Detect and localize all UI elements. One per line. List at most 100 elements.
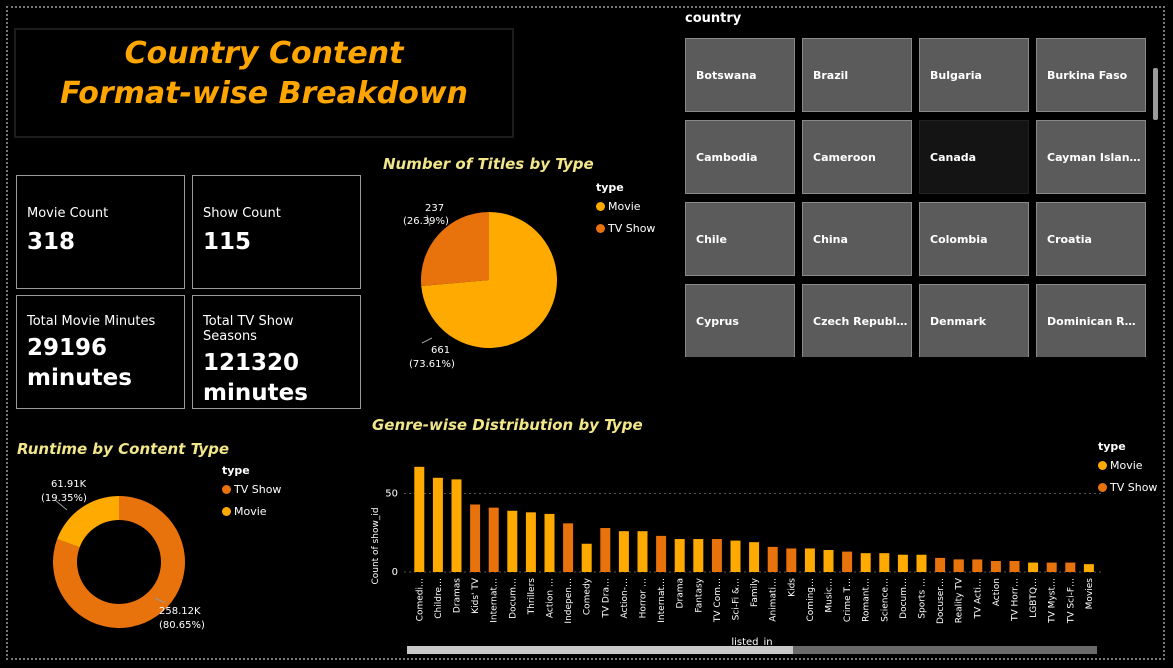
pie-slice-tv-show[interactable] xyxy=(421,212,489,286)
donut-slice-tv-show[interactable] xyxy=(52,496,185,628)
country-tile[interactable]: Cayman Islan… xyxy=(1036,120,1146,194)
movie-count-card[interactable]: Movie Count 318 xyxy=(16,175,185,289)
genre-x-tick: TV Dra… xyxy=(601,578,611,619)
genre-legend-movie-label: Movie xyxy=(1110,459,1143,472)
genre-bar-movie[interactable] xyxy=(432,477,443,572)
genre-bar-movie[interactable] xyxy=(1028,562,1039,572)
country-tile[interactable]: Botswana xyxy=(685,38,795,112)
genre-x-tick: Comedi… xyxy=(415,578,425,621)
genre-scrollbar-thumb[interactable] xyxy=(407,646,793,654)
genre-legend-movie[interactable]: Movie xyxy=(1098,459,1157,472)
movie-minutes-number: 29196 xyxy=(27,335,108,361)
genre-x-axis-label: listed_in xyxy=(731,637,772,648)
genre-bar-tv-show[interactable] xyxy=(767,546,778,572)
pie-legend-tv-show[interactable]: TV Show xyxy=(596,222,655,235)
genre-bar-movie[interactable] xyxy=(544,513,555,572)
country-tile[interactable]: Burkina Faso xyxy=(1036,38,1146,112)
genre-bar-tv-show[interactable] xyxy=(711,539,722,572)
genre-bar-movie[interactable] xyxy=(730,540,741,572)
genre-bar-movie[interactable] xyxy=(581,543,592,572)
genre-bar-movie[interactable] xyxy=(674,539,685,572)
genre-y-tick: 0 xyxy=(392,567,398,578)
country-tile[interactable]: Dominican R… xyxy=(1036,284,1146,357)
genre-bar-tv-show[interactable] xyxy=(1065,562,1076,572)
legend-dot-movie xyxy=(1098,461,1107,470)
country-tile[interactable]: Brazil xyxy=(802,38,912,112)
country-tile[interactable]: Cameroon xyxy=(802,120,912,194)
genre-x-tick: TV Acti… xyxy=(973,578,983,620)
genre-bar-movie[interactable] xyxy=(749,542,760,572)
genre-bar-tv-show[interactable] xyxy=(990,561,1001,572)
country-tile[interactable]: Czech Republ… xyxy=(802,284,912,357)
genre-bar-tv-show[interactable] xyxy=(842,551,853,572)
genre-bar-movie[interactable] xyxy=(879,553,890,572)
genre-x-tick: Crime T… xyxy=(843,578,853,622)
country-tile[interactable]: Bulgaria xyxy=(919,38,1029,112)
genre-bar-movie[interactable] xyxy=(525,512,536,572)
genre-bar-movie[interactable] xyxy=(693,539,704,572)
show-seasons-card[interactable]: Total TV Show Seasons 121320 minutes xyxy=(192,295,361,409)
genre-bar-tv-show[interactable] xyxy=(488,507,499,572)
genre-x-tick: Drama xyxy=(676,578,686,608)
genre-bar-tv-show[interactable] xyxy=(1009,561,1020,572)
pie-legend-movie[interactable]: Movie xyxy=(596,200,655,213)
country-tile[interactable]: Croatia xyxy=(1036,202,1146,276)
genre-bar-movie[interactable] xyxy=(823,550,834,572)
donut-legend-tv-show[interactable]: TV Show xyxy=(222,483,281,496)
country-tile[interactable]: China xyxy=(802,202,912,276)
genre-bar-tv-show[interactable] xyxy=(935,557,946,572)
country-tile[interactable]: Colombia xyxy=(919,202,1029,276)
genre-bar-movie[interactable] xyxy=(507,510,518,572)
genre-bar-movie[interactable] xyxy=(916,554,927,572)
genre-distribution-chart[interactable]: Count of show_id listed_in 0 50 Comedi… Ch… xyxy=(366,440,1106,650)
genre-x-tick: Music… xyxy=(825,578,835,613)
genre-bar-tv-show[interactable] xyxy=(470,504,481,572)
country-tile[interactable]: Chile xyxy=(685,202,795,276)
legend-dot-tv-show xyxy=(596,224,605,233)
titles-pie-chart[interactable]: 237 (26.39%) 661 (73.61%) xyxy=(380,178,580,378)
country-tile[interactable]: Cyprus xyxy=(685,284,795,357)
genre-bar-tv-show[interactable] xyxy=(786,548,797,572)
genre-bar-tv-show[interactable] xyxy=(953,559,964,572)
country-slicer[interactable]: Botswana Brazil Bulgaria Burkina Faso Cambod… xyxy=(684,37,1148,357)
genre-bar-tv-show[interactable] xyxy=(1046,562,1057,572)
slicer-scrollbar[interactable] xyxy=(1153,68,1158,120)
genre-x-tick: Dramas xyxy=(453,578,463,613)
genre-bar-tv-show[interactable] xyxy=(656,535,667,572)
genre-bar-movie[interactable] xyxy=(414,466,425,572)
genre-chart-scrollbar[interactable] xyxy=(407,646,1097,654)
genre-bar-tv-show[interactable] xyxy=(563,523,574,572)
donut-slice-movie[interactable] xyxy=(57,496,119,548)
genre-bar-movie[interactable] xyxy=(860,553,871,572)
genre-bar-tv-show[interactable] xyxy=(972,559,983,572)
genre-x-tick: Comedy xyxy=(583,577,593,615)
genre-bar-movie[interactable] xyxy=(451,479,462,572)
dashboard-frame xyxy=(6,6,1165,660)
pie-slice-movie[interactable] xyxy=(421,212,557,348)
show-count-card[interactable]: Show Count 115 xyxy=(192,175,361,289)
movie-minutes-card[interactable]: Total Movie Minutes 29196 minutes xyxy=(16,295,185,409)
genre-bar-movie[interactable] xyxy=(1083,564,1094,572)
genre-bar-movie[interactable] xyxy=(804,548,815,572)
genre-bar-movie[interactable] xyxy=(637,531,648,572)
genre-x-tick: TV Com… xyxy=(713,578,723,623)
legend-dot-tv-show xyxy=(222,485,231,494)
country-slicer-title: country xyxy=(685,11,742,26)
genre-x-tick: Internat… xyxy=(490,578,500,623)
genre-x-tick: Thrillers xyxy=(527,578,537,616)
genre-x-tick: Childre… xyxy=(434,578,444,619)
country-tile[interactable]: Denmark xyxy=(919,284,1029,357)
country-tile[interactable]: Canada xyxy=(919,120,1029,194)
donut-chart-title: Runtime by Content Type xyxy=(17,440,230,458)
movie-count-label: Movie Count xyxy=(27,206,109,221)
runtime-donut-chart[interactable]: 61.91K (19.35%) 258.12K (80.65%) xyxy=(15,470,240,640)
pie-pct-tv: (26.39%) xyxy=(403,216,449,227)
genre-bar-tv-show[interactable] xyxy=(600,528,611,572)
genre-bar-movie[interactable] xyxy=(618,531,629,572)
genre-bar-movie[interactable] xyxy=(897,554,908,572)
movie-minutes-unit: minutes xyxy=(27,365,132,391)
genre-legend-tv-show[interactable]: TV Show xyxy=(1098,481,1157,494)
country-tile[interactable]: Cambodia xyxy=(685,120,795,194)
genre-x-tick: Docuser… xyxy=(936,578,946,624)
donut-legend-movie[interactable]: Movie xyxy=(222,505,281,518)
